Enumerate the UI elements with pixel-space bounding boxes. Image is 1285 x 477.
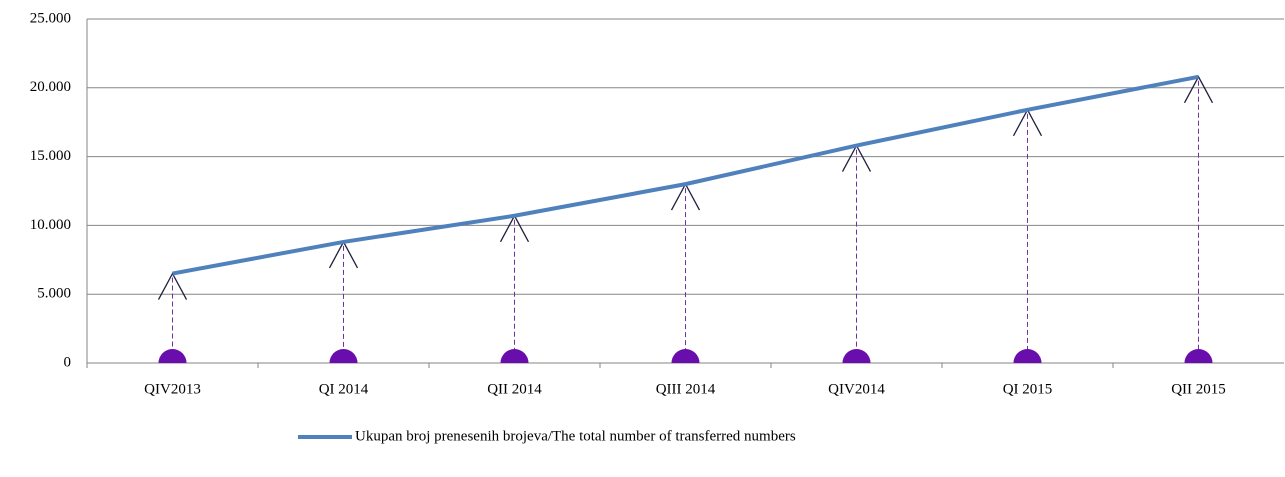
series-line [172, 74, 1199, 276]
semicircle [500, 349, 529, 363]
semicircle [1013, 349, 1042, 363]
x-tick-label: QI 2015 [1003, 381, 1053, 397]
semicircle [329, 349, 358, 363]
semicircle [158, 349, 187, 363]
y-tick-label: 5.000 [37, 286, 71, 302]
legend-label: Ukupan broj prenesenih brojeva/The total… [355, 428, 796, 444]
y-tick-label: 10.000 [30, 217, 71, 233]
x-tick-label: QII 2014 [487, 381, 542, 397]
x-tick-label: QIV2013 [144, 381, 201, 397]
y-tick-label: 20.000 [30, 79, 71, 95]
y-tick-label: 0 [64, 354, 72, 370]
semicircle [671, 349, 700, 363]
x-tick-label: QIII 2014 [656, 381, 716, 397]
semicircle [842, 349, 871, 363]
x-tick-label: QII 2015 [1171, 381, 1226, 397]
x-tick-label: QIV2014 [828, 381, 885, 397]
y-tick-label: 15.000 [30, 148, 71, 164]
x-tick-label: QI 2014 [319, 381, 369, 397]
semicircle [1184, 349, 1213, 363]
y-tick-label: 25.000 [30, 10, 71, 26]
